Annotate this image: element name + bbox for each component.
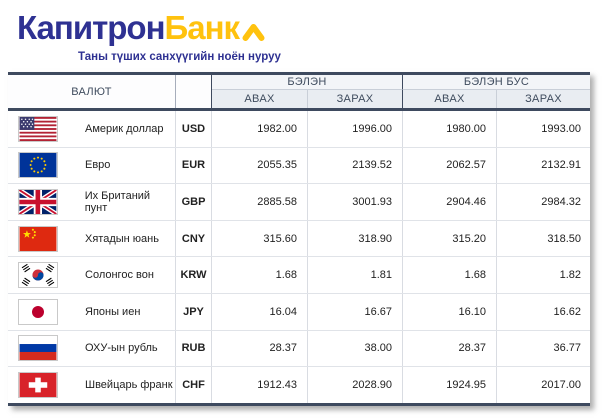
currency-name: Америк доллар [85, 122, 164, 135]
currency-name: Солонгос вон [85, 269, 154, 282]
noncash-sell-rate: 36.77 [553, 342, 581, 355]
russia-flag-icon [18, 335, 58, 362]
cash-sell-rate: 38.00 [308, 330, 403, 367]
cash-buy-rate: 1982.00 [212, 111, 308, 147]
table-row: Хятадын юань CNY 315.60 318.90 315.20 31… [8, 220, 590, 258]
currency-name: Японы иен [85, 305, 141, 318]
table-header: ВАЛЮТ БЭЛЭН БЭЛЭН БУС АВАХ ЗАРАХ АВАХ ЗА… [8, 75, 590, 111]
currency-cell: Солонгос вон [8, 257, 176, 293]
currency-cell: Хятадын юань [8, 220, 176, 257]
cash-sell-header: ЗАРАХ [308, 90, 403, 108]
cash-buy-rate: 315.60 [212, 220, 308, 257]
currency-cell: Их Британий пунт [8, 184, 176, 220]
noncash-buy-rate: 1.68 [403, 257, 497, 293]
cash-buy-rate: 28.37 [212, 330, 308, 367]
currency-cell: ОХУ-ын рубль [8, 330, 176, 367]
currency-name: Евро [85, 159, 111, 172]
currency-code: CNY [176, 220, 212, 257]
currency-name: Хятадын юань [85, 232, 159, 245]
south-korea-flag-icon [18, 262, 58, 289]
currency-code: JPY [176, 293, 212, 330]
currency-name: Их Британий пунт [84, 189, 151, 214]
table-row: ОХУ-ын рубль RUB 28.37 38.00 28.37 36.77 [8, 330, 590, 368]
noncash-buy-header: АВАХ [403, 90, 497, 108]
noncash-buy-rate: 28.37 [403, 330, 497, 367]
bank-tagline: Таны түших санхүүгийн ноён нуруу [78, 51, 281, 63]
china-flag-icon [18, 225, 58, 252]
noncash-sell-rate: 2984.32 [541, 195, 581, 208]
noncash-buy-rate: 1924.95 [403, 367, 497, 403]
usa-flag-icon [18, 115, 58, 142]
cash-buy-rate: 2055.35 [212, 147, 308, 184]
currency-name: ОХУ-ын рубль [85, 342, 158, 355]
cash-sell-rate: 2028.90 [308, 367, 403, 403]
currency-code: KRW [176, 257, 212, 293]
currency-code: USD [176, 111, 212, 147]
noncash-sell-rate: 2017.00 [541, 378, 581, 391]
cash-sell-rate: 318.90 [308, 220, 403, 257]
noncash-buy-rate: 2062.57 [403, 147, 497, 184]
currency-name: Швейцарь франк [85, 378, 173, 391]
cash-buy-rate: 1.68 [212, 257, 308, 293]
currency-cell: Швейцарь франк [8, 367, 176, 403]
noncash-sell-rate: 1993.00 [541, 122, 581, 135]
currency-code: RUB [176, 330, 212, 367]
exchange-rates-table: ВАЛЮТ БЭЛЭН БЭЛЭН БУС АВАХ ЗАРАХ АВАХ ЗА… [8, 72, 590, 406]
currency-cell: Японы иен [8, 293, 176, 330]
table-row: Их Британий пунт GBP 2885.58 3001.93 290… [8, 184, 590, 221]
noncash-sell-rate: 1.82 [559, 269, 581, 282]
currency-code-column-header [176, 75, 212, 108]
table-body: Америк доллар USD 1982.00 1996.00 1980.0… [8, 111, 590, 403]
eu-flag-icon [18, 152, 58, 179]
cash-buy-rate: 2885.58 [212, 184, 308, 220]
noncash-buy-rate: 2904.46 [403, 184, 497, 220]
currency-cell: Америк доллар [8, 111, 176, 147]
currency-code: EUR [176, 147, 212, 184]
cash-sell-rate: 16.67 [308, 293, 403, 330]
currency-cell: Евро [8, 147, 176, 184]
cash-sell-rate: 3001.93 [308, 184, 403, 220]
table-row: Японы иен JPY 16.04 16.67 16.10 16.62 [8, 293, 590, 331]
table-row: Америк доллар USD 1982.00 1996.00 1980.0… [8, 111, 590, 148]
table-row: Евро EUR 2055.35 2139.52 2062.57 2132.91 [8, 147, 590, 185]
uk-flag-icon [18, 188, 58, 215]
cash-group-header: БЭЛЭН [212, 75, 403, 90]
table-row: Солонгос вон KRW 1.68 1.81 1.68 1.82 [8, 257, 590, 294]
noncash-group-header: БЭЛЭН БУС [403, 75, 590, 90]
noncash-sell-rate: 2132.91 [541, 159, 581, 172]
table-row: Швейцарь франк CHF 1912.43 2028.90 1924.… [8, 367, 590, 403]
cash-buy-rate: 1912.43 [212, 367, 308, 403]
noncash-buy-rate: 315.20 [403, 220, 497, 257]
currency-column-header: ВАЛЮТ [8, 75, 176, 108]
noncash-buy-rate: 1980.00 [403, 111, 497, 147]
cash-buy-rate: 16.04 [212, 293, 308, 330]
cash-sell-rate: 2139.52 [308, 147, 403, 184]
noncash-sell-rate: 16.62 [553, 305, 581, 318]
logo-text-kapitron: Капитрон [17, 9, 166, 46]
cash-buy-header: АВАХ [212, 90, 308, 108]
noncash-sell-header: ЗАРАХ [497, 90, 590, 108]
currency-code: CHF [176, 367, 212, 403]
logo-caret-icon [242, 10, 265, 50]
noncash-sell-rate: 318.50 [547, 232, 581, 245]
cash-sell-rate: 1996.00 [308, 111, 403, 147]
switzerland-flag-icon [18, 371, 58, 398]
bank-logo[interactable]: Капитрон Банк [17, 8, 265, 50]
logo-text-bank: Банк [164, 9, 241, 46]
currency-code: GBP [176, 184, 212, 220]
noncash-buy-rate: 16.10 [403, 293, 497, 330]
cash-sell-rate: 1.81 [308, 257, 403, 293]
japan-flag-icon [18, 298, 58, 325]
